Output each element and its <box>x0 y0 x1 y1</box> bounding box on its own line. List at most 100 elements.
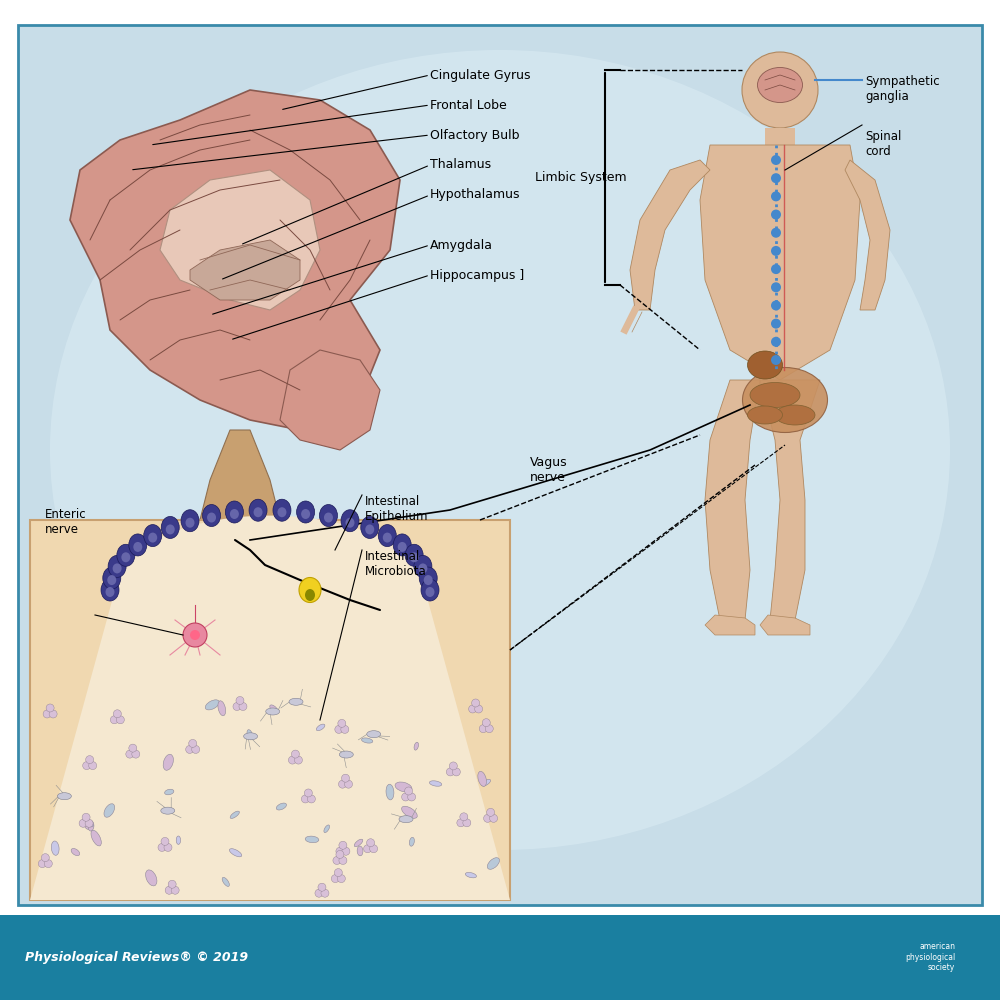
Ellipse shape <box>205 700 219 710</box>
Circle shape <box>771 191 781 201</box>
Ellipse shape <box>113 563 122 573</box>
Ellipse shape <box>249 499 267 521</box>
Circle shape <box>307 795 315 803</box>
Circle shape <box>370 845 378 853</box>
Ellipse shape <box>748 351 782 379</box>
Polygon shape <box>280 350 380 450</box>
Polygon shape <box>160 170 320 310</box>
Ellipse shape <box>414 555 432 577</box>
Circle shape <box>189 739 197 747</box>
Circle shape <box>367 839 375 847</box>
Circle shape <box>457 819 465 827</box>
Circle shape <box>742 52 818 128</box>
Ellipse shape <box>324 825 330 833</box>
Ellipse shape <box>51 841 59 855</box>
Circle shape <box>452 768 460 776</box>
Ellipse shape <box>273 499 291 521</box>
Circle shape <box>339 780 347 788</box>
Circle shape <box>186 745 194 753</box>
Ellipse shape <box>465 872 476 878</box>
Circle shape <box>771 210 781 220</box>
Ellipse shape <box>487 858 499 869</box>
Ellipse shape <box>482 779 491 786</box>
Circle shape <box>487 808 495 816</box>
Text: american
physiological
society: american physiological society <box>905 942 955 972</box>
Ellipse shape <box>378 525 396 547</box>
Ellipse shape <box>71 848 80 856</box>
Circle shape <box>165 886 173 894</box>
Text: Hippocampus ]: Hippocampus ] <box>430 268 524 282</box>
Ellipse shape <box>163 754 173 770</box>
Ellipse shape <box>393 534 411 556</box>
Circle shape <box>315 889 323 897</box>
Polygon shape <box>765 128 795 145</box>
Circle shape <box>85 819 93 827</box>
Polygon shape <box>70 90 400 430</box>
Ellipse shape <box>181 510 199 532</box>
Ellipse shape <box>165 789 174 795</box>
Ellipse shape <box>103 567 121 589</box>
Ellipse shape <box>222 877 229 886</box>
Ellipse shape <box>339 751 353 758</box>
Text: Intestinal
Microbiota: Intestinal Microbiota <box>365 550 427 578</box>
Ellipse shape <box>176 836 181 844</box>
Circle shape <box>291 750 299 758</box>
Ellipse shape <box>91 830 101 846</box>
Circle shape <box>44 860 52 868</box>
Ellipse shape <box>129 534 147 556</box>
Circle shape <box>190 630 200 640</box>
Circle shape <box>192 745 200 753</box>
Polygon shape <box>705 380 760 620</box>
Text: Frontal Lobe: Frontal Lobe <box>430 99 507 112</box>
Ellipse shape <box>276 803 286 810</box>
Ellipse shape <box>367 731 381 738</box>
Ellipse shape <box>365 524 374 534</box>
Ellipse shape <box>161 807 175 814</box>
Circle shape <box>771 282 781 292</box>
Circle shape <box>301 795 309 803</box>
Text: Intestinal
Epithelium: Intestinal Epithelium <box>365 495 428 523</box>
Ellipse shape <box>203 505 221 527</box>
Ellipse shape <box>383 533 392 543</box>
Ellipse shape <box>742 367 828 432</box>
Text: Vagus
nerve: Vagus nerve <box>530 456 568 484</box>
Circle shape <box>446 768 454 776</box>
Text: Physiological Reviews® © 2019: Physiological Reviews® © 2019 <box>25 950 248 964</box>
Circle shape <box>484 814 492 822</box>
Circle shape <box>771 355 781 365</box>
Circle shape <box>318 883 326 891</box>
Circle shape <box>771 155 781 165</box>
Polygon shape <box>760 615 810 635</box>
Ellipse shape <box>418 563 427 573</box>
Circle shape <box>469 705 477 713</box>
Ellipse shape <box>341 510 359 532</box>
Ellipse shape <box>775 405 815 425</box>
Text: Enteric
nerve: Enteric nerve <box>45 508 87 536</box>
Circle shape <box>339 856 347 864</box>
Circle shape <box>771 173 781 183</box>
Ellipse shape <box>386 784 394 800</box>
Ellipse shape <box>414 742 419 750</box>
Circle shape <box>449 762 457 770</box>
Circle shape <box>38 860 46 868</box>
Circle shape <box>336 850 344 858</box>
Circle shape <box>239 703 247 711</box>
Ellipse shape <box>361 738 373 743</box>
Ellipse shape <box>758 68 802 103</box>
Circle shape <box>79 819 87 827</box>
Circle shape <box>158 843 166 851</box>
Circle shape <box>364 845 372 853</box>
Ellipse shape <box>225 501 243 523</box>
Ellipse shape <box>409 837 414 846</box>
Ellipse shape <box>289 698 303 705</box>
Circle shape <box>82 813 90 821</box>
Circle shape <box>331 875 339 883</box>
Ellipse shape <box>117 544 135 566</box>
Text: Thalamus: Thalamus <box>430 158 491 172</box>
Ellipse shape <box>277 507 286 517</box>
Ellipse shape <box>319 505 337 527</box>
Ellipse shape <box>186 518 194 528</box>
Ellipse shape <box>426 587 435 597</box>
Circle shape <box>333 856 341 864</box>
Circle shape <box>460 813 468 821</box>
